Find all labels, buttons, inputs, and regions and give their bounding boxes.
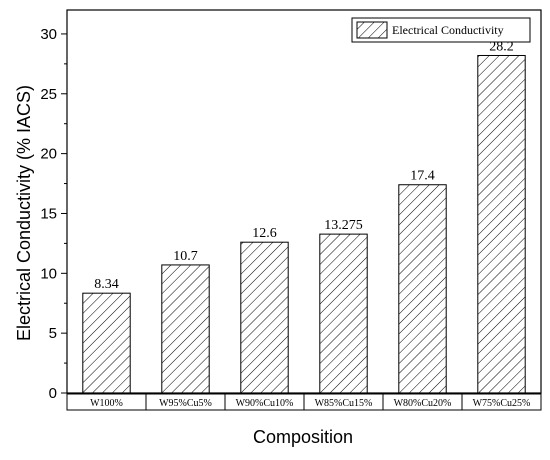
x-tick-label: W90%Cu10% — [236, 398, 294, 409]
bar-value-label: 12.6 — [252, 226, 277, 241]
bar-W100% — [82, 292, 131, 394]
x-tick-label: W85%Cu15% — [315, 398, 373, 409]
bar-W80%Cu20% — [398, 184, 447, 394]
y-tick-label: 10 — [40, 265, 57, 282]
y-tick-label: 30 — [40, 26, 57, 43]
legend-swatch — [356, 21, 388, 39]
y-axis-title: Electrical Conductivity (% IACS) — [14, 85, 34, 341]
y-tick-label: 0 — [49, 385, 57, 402]
x-tick-label: W75%Cu25% — [473, 398, 531, 409]
bar-value-label: 17.4 — [410, 169, 435, 184]
legend: Electrical Conductivity — [351, 17, 531, 43]
bar-W95%Cu5% — [161, 264, 210, 394]
x-axis-title: Composition — [253, 427, 353, 447]
y-tick-label: 25 — [40, 86, 57, 103]
plot-frame — [66, 9, 542, 394]
x-tick-label: W80%Cu20% — [394, 398, 452, 409]
bar-value-label: 13.275 — [324, 218, 363, 233]
bar-W75%Cu25% — [477, 54, 526, 394]
x-tick-label: W100% — [90, 398, 123, 409]
y-tick-label: 5 — [49, 325, 57, 342]
bar-W90%Cu10% — [240, 241, 289, 394]
y-tick-label: 20 — [40, 146, 57, 163]
bar-value-label: 10.7 — [173, 249, 198, 264]
bar-value-label: 8.34 — [94, 277, 119, 292]
x-category-cell — [461, 393, 542, 411]
bar-W85%Cu15% — [319, 233, 368, 394]
x-tick-label: W95%Cu5% — [159, 398, 212, 409]
legend-label: Electrical Conductivity — [392, 23, 504, 37]
y-tick-label: 15 — [40, 205, 57, 222]
bar-value-label: 28.2 — [489, 39, 514, 54]
